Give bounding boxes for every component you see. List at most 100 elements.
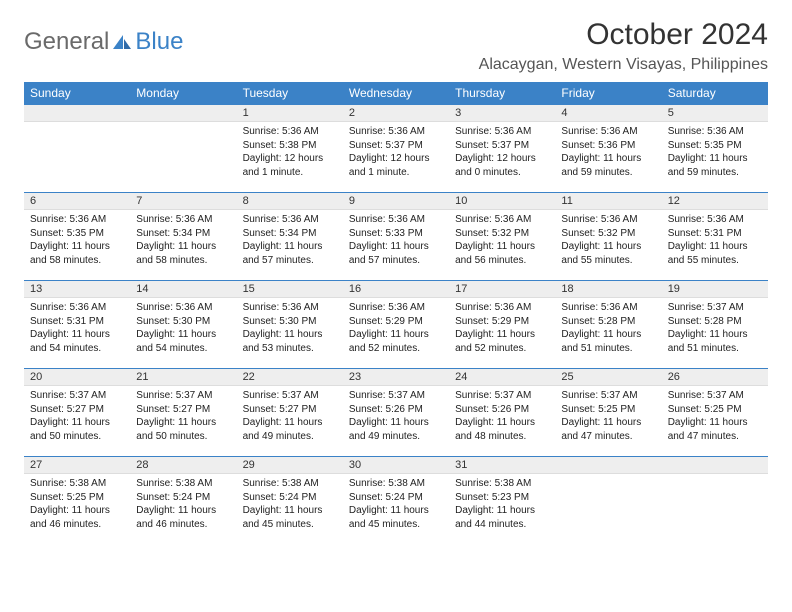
calendar-cell: 5Sunrise: 5:36 AMSunset: 5:35 PMDaylight…: [662, 105, 768, 193]
calendar-cell: 16Sunrise: 5:36 AMSunset: 5:29 PMDayligh…: [343, 281, 449, 369]
logo-text-general: General: [24, 28, 109, 56]
day-number: 2: [343, 105, 449, 122]
calendar-cell: 3Sunrise: 5:36 AMSunset: 5:37 PMDaylight…: [449, 105, 555, 193]
day-number: 7: [130, 193, 236, 210]
calendar-cell: 31Sunrise: 5:38 AMSunset: 5:23 PMDayligh…: [449, 457, 555, 545]
day-detail: [662, 474, 768, 526]
day-detail: Sunrise: 5:36 AMSunset: 5:36 PMDaylight:…: [555, 122, 661, 183]
day-number: 29: [237, 457, 343, 474]
calendar-week-row: 20Sunrise: 5:37 AMSunset: 5:27 PMDayligh…: [24, 369, 768, 457]
day-number: 4: [555, 105, 661, 122]
calendar-cell: 7Sunrise: 5:36 AMSunset: 5:34 PMDaylight…: [130, 193, 236, 281]
day-detail: Sunrise: 5:37 AMSunset: 5:28 PMDaylight:…: [662, 298, 768, 359]
day-number: 1: [237, 105, 343, 122]
day-detail: Sunrise: 5:37 AMSunset: 5:26 PMDaylight:…: [449, 386, 555, 447]
calendar-cell: 23Sunrise: 5:37 AMSunset: 5:26 PMDayligh…: [343, 369, 449, 457]
calendar-cell: 25Sunrise: 5:37 AMSunset: 5:25 PMDayligh…: [555, 369, 661, 457]
day-number: 22: [237, 369, 343, 386]
calendar-cell: 1Sunrise: 5:36 AMSunset: 5:38 PMDaylight…: [237, 105, 343, 193]
calendar-cell: 2Sunrise: 5:36 AMSunset: 5:37 PMDaylight…: [343, 105, 449, 193]
calendar-cell: 17Sunrise: 5:36 AMSunset: 5:29 PMDayligh…: [449, 281, 555, 369]
calendar-cell: 30Sunrise: 5:38 AMSunset: 5:24 PMDayligh…: [343, 457, 449, 545]
day-header: Saturday: [662, 82, 768, 105]
calendar-week-row: 27Sunrise: 5:38 AMSunset: 5:25 PMDayligh…: [24, 457, 768, 545]
day-header: Sunday: [24, 82, 130, 105]
day-number: 3: [449, 105, 555, 122]
day-number: 23: [343, 369, 449, 386]
day-number: [24, 105, 130, 122]
day-number: 10: [449, 193, 555, 210]
day-detail: Sunrise: 5:36 AMSunset: 5:32 PMDaylight:…: [449, 210, 555, 271]
day-number: 31: [449, 457, 555, 474]
calendar-body: 1Sunrise: 5:36 AMSunset: 5:38 PMDaylight…: [24, 105, 768, 545]
day-detail: Sunrise: 5:37 AMSunset: 5:27 PMDaylight:…: [130, 386, 236, 447]
day-detail: Sunrise: 5:36 AMSunset: 5:33 PMDaylight:…: [343, 210, 449, 271]
day-number: 18: [555, 281, 661, 298]
day-detail: Sunrise: 5:38 AMSunset: 5:24 PMDaylight:…: [237, 474, 343, 535]
calendar-cell: 20Sunrise: 5:37 AMSunset: 5:27 PMDayligh…: [24, 369, 130, 457]
day-number: 20: [24, 369, 130, 386]
day-number: 12: [662, 193, 768, 210]
day-detail: Sunrise: 5:36 AMSunset: 5:31 PMDaylight:…: [662, 210, 768, 271]
day-header: Friday: [555, 82, 661, 105]
calendar-cell: 24Sunrise: 5:37 AMSunset: 5:26 PMDayligh…: [449, 369, 555, 457]
day-detail: [24, 122, 130, 174]
day-number: 11: [555, 193, 661, 210]
calendar-cell: 8Sunrise: 5:36 AMSunset: 5:34 PMDaylight…: [237, 193, 343, 281]
day-number: 28: [130, 457, 236, 474]
day-detail: Sunrise: 5:36 AMSunset: 5:35 PMDaylight:…: [24, 210, 130, 271]
calendar-cell: 22Sunrise: 5:37 AMSunset: 5:27 PMDayligh…: [237, 369, 343, 457]
day-number: [662, 457, 768, 474]
logo-text-blue: Blue: [135, 28, 183, 56]
day-detail: Sunrise: 5:36 AMSunset: 5:31 PMDaylight:…: [24, 298, 130, 359]
calendar-cell: 29Sunrise: 5:38 AMSunset: 5:24 PMDayligh…: [237, 457, 343, 545]
day-number: 14: [130, 281, 236, 298]
day-number: 9: [343, 193, 449, 210]
day-header: Wednesday: [343, 82, 449, 105]
day-detail: [130, 122, 236, 174]
calendar-cell: [662, 457, 768, 545]
calendar-cell: [555, 457, 661, 545]
sail-icon: [111, 33, 133, 51]
calendar-cell: 28Sunrise: 5:38 AMSunset: 5:24 PMDayligh…: [130, 457, 236, 545]
calendar-cell: [130, 105, 236, 193]
day-number: 25: [555, 369, 661, 386]
day-detail: Sunrise: 5:36 AMSunset: 5:30 PMDaylight:…: [130, 298, 236, 359]
calendar-cell: 10Sunrise: 5:36 AMSunset: 5:32 PMDayligh…: [449, 193, 555, 281]
day-detail: Sunrise: 5:38 AMSunset: 5:23 PMDaylight:…: [449, 474, 555, 535]
day-number: 24: [449, 369, 555, 386]
title-block: October 2024 Alacaygan, Western Visayas,…: [479, 18, 768, 74]
day-detail: [555, 474, 661, 526]
calendar-cell: 9Sunrise: 5:36 AMSunset: 5:33 PMDaylight…: [343, 193, 449, 281]
day-number: 26: [662, 369, 768, 386]
day-detail: Sunrise: 5:38 AMSunset: 5:24 PMDaylight:…: [343, 474, 449, 535]
day-detail: Sunrise: 5:36 AMSunset: 5:29 PMDaylight:…: [343, 298, 449, 359]
day-detail: Sunrise: 5:36 AMSunset: 5:37 PMDaylight:…: [343, 122, 449, 183]
day-detail: Sunrise: 5:38 AMSunset: 5:24 PMDaylight:…: [130, 474, 236, 535]
day-number: 27: [24, 457, 130, 474]
day-header: Thursday: [449, 82, 555, 105]
day-number: 19: [662, 281, 768, 298]
day-header: Monday: [130, 82, 236, 105]
day-detail: Sunrise: 5:36 AMSunset: 5:37 PMDaylight:…: [449, 122, 555, 183]
calendar-cell: 6Sunrise: 5:36 AMSunset: 5:35 PMDaylight…: [24, 193, 130, 281]
calendar-cell: 26Sunrise: 5:37 AMSunset: 5:25 PMDayligh…: [662, 369, 768, 457]
day-detail: Sunrise: 5:37 AMSunset: 5:27 PMDaylight:…: [237, 386, 343, 447]
day-number: 30: [343, 457, 449, 474]
calendar-head: SundayMondayTuesdayWednesdayThursdayFrid…: [24, 82, 768, 105]
location-text: Alacaygan, Western Visayas, Philippines: [479, 56, 768, 74]
day-detail: Sunrise: 5:36 AMSunset: 5:34 PMDaylight:…: [130, 210, 236, 271]
day-header: Tuesday: [237, 82, 343, 105]
day-number: 21: [130, 369, 236, 386]
calendar-cell: 27Sunrise: 5:38 AMSunset: 5:25 PMDayligh…: [24, 457, 130, 545]
calendar-cell: 12Sunrise: 5:36 AMSunset: 5:31 PMDayligh…: [662, 193, 768, 281]
calendar-cell: 14Sunrise: 5:36 AMSunset: 5:30 PMDayligh…: [130, 281, 236, 369]
page-title: October 2024: [479, 18, 768, 52]
day-detail: Sunrise: 5:36 AMSunset: 5:32 PMDaylight:…: [555, 210, 661, 271]
calendar-cell: 21Sunrise: 5:37 AMSunset: 5:27 PMDayligh…: [130, 369, 236, 457]
calendar-table: SundayMondayTuesdayWednesdayThursdayFrid…: [24, 82, 768, 545]
day-detail: Sunrise: 5:36 AMSunset: 5:34 PMDaylight:…: [237, 210, 343, 271]
day-detail: Sunrise: 5:38 AMSunset: 5:25 PMDaylight:…: [24, 474, 130, 535]
day-detail: Sunrise: 5:37 AMSunset: 5:25 PMDaylight:…: [662, 386, 768, 447]
day-number: 15: [237, 281, 343, 298]
